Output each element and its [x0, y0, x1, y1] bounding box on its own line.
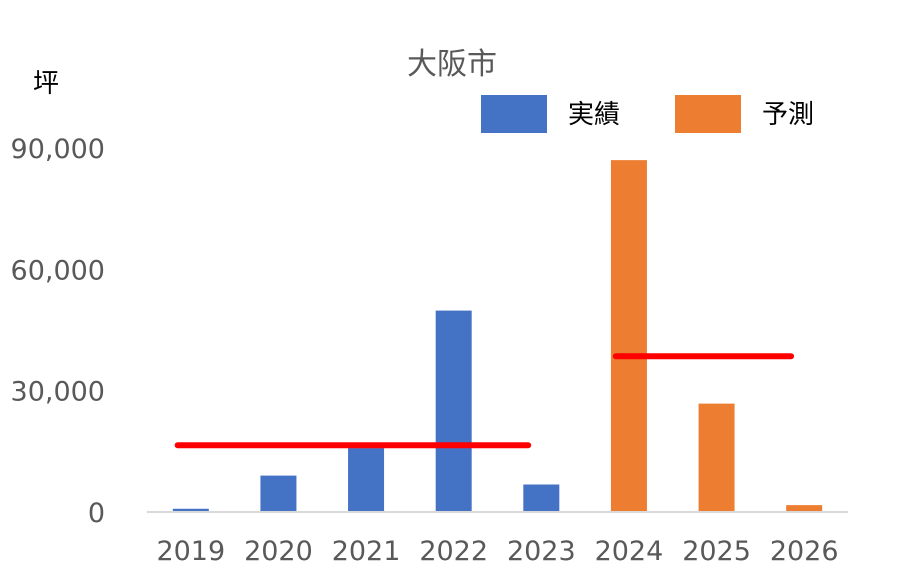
x-tick-label: 2025 [682, 536, 751, 567]
y-axis: 0 30,000 60,000 90,000 [11, 134, 105, 529]
bar [172, 508, 209, 512]
y-tick-label: 60,000 [11, 255, 105, 286]
chart-title: 大阪市 [407, 47, 497, 82]
bar [435, 310, 472, 512]
bar [698, 403, 735, 512]
bar [610, 160, 647, 512]
bar [523, 484, 560, 512]
legend: 実績 予測 [481, 95, 814, 133]
legend-swatch-forecast [675, 95, 741, 133]
x-tick-label: 2020 [244, 536, 313, 567]
bar [786, 505, 823, 512]
y-tick-label: 90,000 [11, 134, 105, 165]
bar [348, 448, 385, 512]
x-tick-label: 2024 [595, 536, 664, 567]
y-tick-label: 30,000 [11, 377, 105, 408]
x-tick-label: 2022 [419, 536, 488, 567]
x-tick-label: 2021 [332, 536, 401, 567]
x-tick-label: 2026 [770, 536, 839, 567]
y-axis-unit: 坪 [33, 69, 59, 99]
legend-label-forecast: 予測 [762, 100, 814, 130]
average-lines [174, 353, 795, 449]
y-tick-label: 0 [88, 498, 105, 529]
bars [172, 160, 823, 512]
legend-swatch-actual [481, 95, 547, 133]
x-tick-label: 2023 [507, 536, 576, 567]
bar [260, 475, 297, 512]
x-tick-label: 2019 [156, 536, 225, 567]
x-axis: 2019 2020 2021 2022 2023 2024 2025 2026 [156, 536, 838, 567]
legend-label-actual: 実績 [568, 100, 620, 130]
